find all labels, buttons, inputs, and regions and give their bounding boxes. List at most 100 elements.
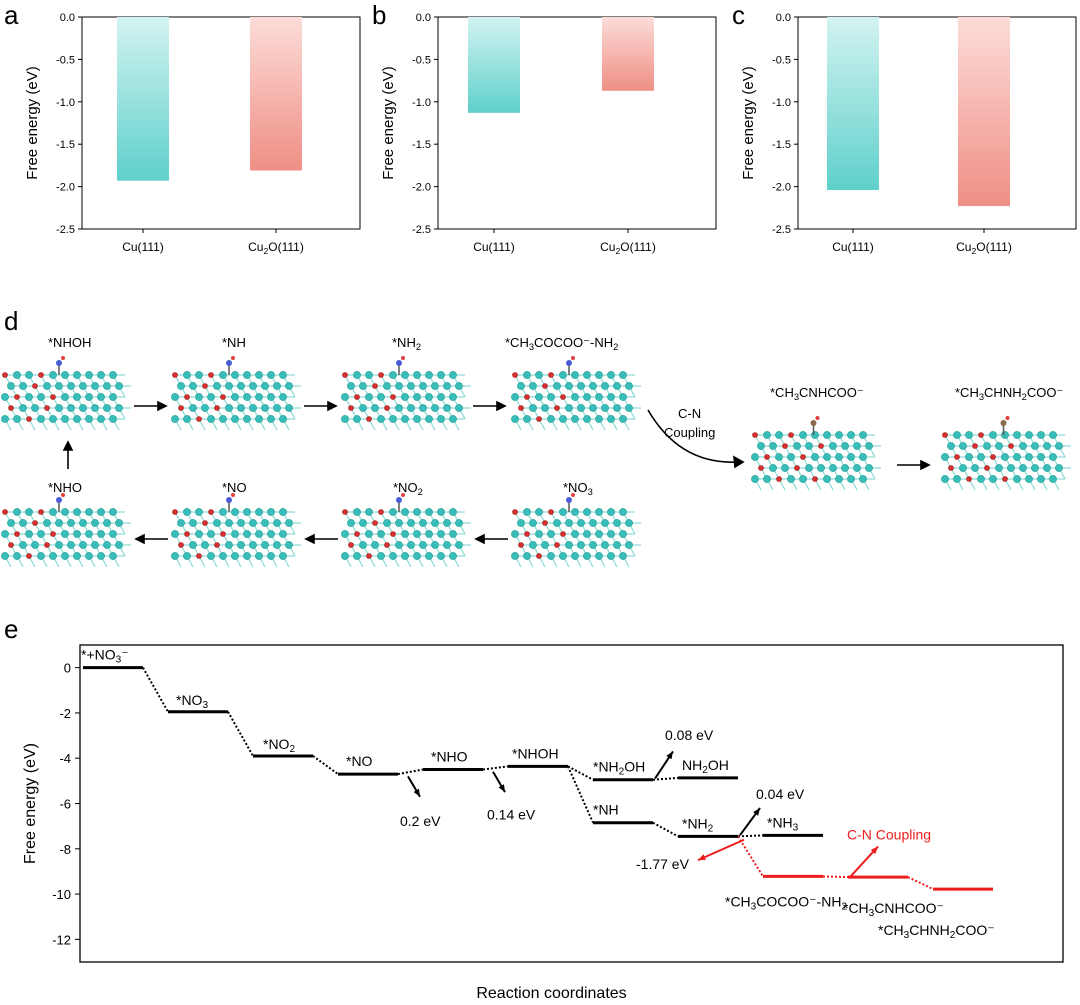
oxygen-atom: [178, 405, 184, 411]
connector-e: [482, 765, 509, 771]
copper-atom: [583, 371, 591, 379]
copper-atom: [601, 382, 609, 390]
copper-atom: [231, 530, 239, 538]
copper-atom: [19, 541, 27, 549]
copper-atom: [847, 475, 855, 483]
copper-atom: [941, 453, 949, 461]
copper-atom: [583, 415, 591, 423]
copper-atom: [959, 442, 967, 450]
oxygen-atom: [812, 476, 818, 482]
copper-atom: [401, 530, 409, 538]
y-tick-label-c: -2.5: [772, 224, 791, 236]
copper-atom: [413, 530, 421, 538]
adsorbate-atom: [226, 497, 232, 503]
copper-atom: [541, 541, 549, 549]
copper-atom: [589, 404, 597, 412]
connector-e: [907, 876, 934, 890]
y-tick-label-a: -0.5: [56, 54, 75, 66]
copper-atom: [189, 404, 197, 412]
copper-atom: [799, 475, 807, 483]
copper-atom: [419, 404, 427, 412]
copper-atom: [799, 431, 807, 439]
copper-atom: [273, 404, 281, 412]
copper-atom: [535, 530, 543, 538]
copper-atom: [109, 552, 117, 560]
copper-atom: [37, 530, 45, 538]
y-tick-label-c: -1.5: [772, 139, 791, 151]
copper-atom: [171, 415, 179, 423]
axes-frame-c: [797, 16, 1077, 230]
copper-atom: [183, 508, 191, 516]
copper-atom: [1, 415, 9, 423]
copper-atom: [103, 519, 111, 527]
copper-atom: [1025, 453, 1033, 461]
copper-atom: [853, 464, 861, 472]
copper-atom: [97, 371, 105, 379]
copper-atom: [371, 404, 379, 412]
copper-atom: [201, 541, 209, 549]
copper-atom: [401, 393, 409, 401]
copper-atom: [97, 508, 105, 516]
copper-atom: [455, 382, 463, 390]
oxygen-atom: [366, 553, 372, 559]
copper-atom: [25, 508, 33, 516]
copper-atom: [523, 371, 531, 379]
copper-atom: [995, 442, 1003, 450]
oxygen-atom: [782, 443, 788, 449]
copper-atom: [231, 371, 239, 379]
copper-atom: [425, 393, 433, 401]
oxygen-atom: [172, 372, 178, 378]
oxygen-atom: [208, 372, 214, 378]
copper-atom: [511, 552, 519, 560]
oxygen-atom: [32, 520, 38, 526]
copper-atom: [395, 404, 403, 412]
copper-atom: [449, 508, 457, 516]
adsorbate-atom: [401, 493, 405, 497]
oxygen-atom: [518, 542, 524, 548]
copper-atom: [449, 552, 457, 560]
bar-chart-c: 0.0 -0.5 -1.0 -1.5 -2.0 -2.5 Free energy (eV) C…: [740, 12, 1077, 256]
copper-atom: [171, 393, 179, 401]
oxygen-atom: [542, 520, 548, 526]
copper-atom: [25, 393, 33, 401]
copper-atom: [55, 382, 63, 390]
copper-atom: [775, 431, 783, 439]
scheme-label-nhoh: *NHOH: [48, 335, 91, 350]
energy-level-label-e: *CH3CHNH2COO⁻: [878, 922, 995, 941]
copper-atom: [395, 519, 403, 527]
energy-level-label-e: *NH2: [682, 815, 714, 834]
y-axis-label-e: Free energy (eV): [22, 743, 39, 864]
copper-atom: [995, 464, 1003, 472]
copper-atom: [425, 415, 433, 423]
scheme-label-ch3cnhcoo: *CH3CNHCOO⁻: [770, 385, 864, 402]
copper-atom: [1, 552, 9, 560]
copper-atom: [401, 415, 409, 423]
copper-atom: [859, 475, 867, 483]
copper-atom: [1013, 453, 1021, 461]
adsorbate-atom: [1005, 416, 1010, 420]
adsorbate-atom: [396, 497, 402, 503]
copper-atom: [91, 519, 99, 527]
copper-atom: [49, 415, 57, 423]
copper-atom: [953, 475, 961, 483]
energy-level-label-e: NH2OH: [682, 757, 729, 776]
copper-atom: [231, 508, 239, 516]
copper-atom: [353, 552, 361, 560]
copper-atom: [67, 541, 75, 549]
copper-atom: [769, 464, 777, 472]
copper-atom: [73, 530, 81, 538]
energy-level-label-e: *NO: [346, 753, 373, 769]
copper-atom: [407, 404, 415, 412]
copper-atom: [529, 519, 537, 527]
copper-atom: [261, 519, 269, 527]
adsorbate-atom: [61, 356, 65, 360]
oxygen-atom: [342, 509, 348, 515]
oxygen-atom: [536, 553, 542, 559]
copper-atom: [853, 442, 861, 450]
copper-atom: [225, 404, 233, 412]
copper-atom: [763, 475, 771, 483]
y-tick-label-b: -2.0: [412, 182, 431, 194]
copper-atom: [377, 415, 385, 423]
copper-atom: [97, 393, 105, 401]
copper-atom: [805, 464, 813, 472]
